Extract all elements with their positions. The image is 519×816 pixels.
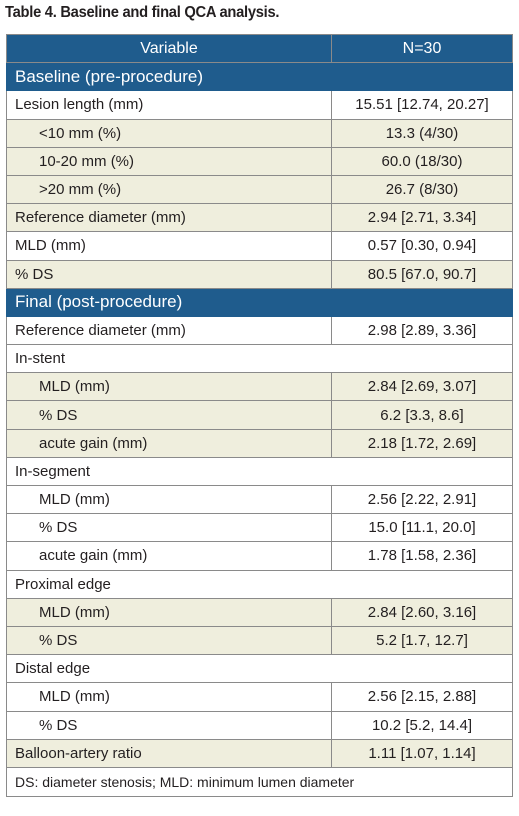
row-value: 2.56 [2.15, 2.88] — [331, 682, 513, 712]
group-label: Distal edge — [6, 654, 513, 684]
group-label: In-stent — [6, 344, 513, 374]
table-row: Reference diameter (mm) 2.98 [2.89, 3.36… — [6, 315, 513, 346]
row-value: 2.84 [2.69, 3.07] — [331, 372, 513, 402]
row-value: 6.2 [3.3, 8.6] — [331, 400, 513, 430]
row-label: % DS — [6, 513, 332, 543]
table-row: acute gain (mm) 1.78 [1.58, 2.36] — [6, 541, 513, 571]
table-row: acute gain (mm) 2.18 [1.72, 2.69] — [6, 428, 513, 458]
row-value: 60.0 (18/30) — [331, 146, 513, 176]
row-label: MLD (mm) — [6, 682, 332, 712]
table-row: % DS 15.0 [11.1, 20.0] — [6, 513, 513, 543]
row-label: MLD (mm) — [6, 231, 332, 261]
table-row: Reference diameter (mm) 2.94 [2.71, 3.34… — [6, 203, 513, 233]
header-variable: Variable — [6, 33, 332, 64]
row-label: <10 mm (%) — [6, 118, 332, 148]
row-value: 10.2 [5.2, 14.4] — [331, 710, 513, 740]
row-value: 2.56 [2.22, 2.91] — [331, 484, 513, 515]
row-label: MLD (mm) — [6, 597, 332, 627]
row-label: Balloon-artery ratio — [6, 738, 332, 768]
row-value: 1.78 [1.58, 2.36] — [331, 541, 513, 571]
table-row: Lesion length (mm) 15.51 [12.74, 20.27] — [6, 90, 513, 120]
row-value: 2.94 [2.71, 3.34] — [331, 203, 513, 233]
table-row: MLD (mm) 2.56 [2.22, 2.91] — [6, 484, 513, 515]
group-row-proximal-edge: Proximal edge — [6, 569, 513, 599]
table-row: % DS 6.2 [3.3, 8.6] — [6, 400, 513, 430]
table-row: % DS 5.2 [1.7, 12.7] — [6, 625, 513, 656]
row-label: % DS — [6, 400, 332, 430]
row-value: 2.18 [1.72, 2.69] — [331, 428, 513, 458]
row-value: 80.5 [67.0, 90.7] — [331, 259, 513, 289]
row-value: 15.0 [11.1, 20.0] — [331, 513, 513, 543]
row-value: 1.11 [1.07, 1.14] — [331, 738, 513, 768]
row-label: acute gain (mm) — [6, 541, 332, 571]
row-label: % DS — [6, 625, 332, 656]
header-row: Variable N=30 — [6, 33, 513, 64]
row-value: 0.57 [0.30, 0.94] — [331, 231, 513, 261]
table-row: MLD (mm) 2.56 [2.15, 2.88] — [6, 682, 513, 712]
row-label: MLD (mm) — [6, 484, 332, 515]
row-value: 15.51 [12.74, 20.27] — [331, 90, 513, 120]
row-label: Lesion length (mm) — [6, 90, 332, 120]
group-label: Proximal edge — [6, 569, 513, 599]
row-label: >20 mm (%) — [6, 174, 332, 205]
footnote: DS: diameter stenosis; MLD: minimum lume… — [6, 766, 513, 797]
group-row-in-stent: In-stent — [6, 344, 513, 374]
table-row: MLD (mm) 2.84 [2.60, 3.16] — [6, 597, 513, 627]
table-row: MLD (mm) 2.84 [2.69, 3.07] — [6, 372, 513, 402]
section-final-label: Final (post-procedure) — [6, 287, 513, 317]
row-label: % DS — [6, 710, 332, 740]
group-label: In-segment — [6, 456, 513, 487]
row-label: acute gain (mm) — [6, 428, 332, 458]
row-value: 13.3 (4/30) — [331, 118, 513, 148]
table-row: Balloon-artery ratio 1.11 [1.07, 1.14] — [6, 738, 513, 768]
row-value: 26.7 (8/30) — [331, 174, 513, 205]
row-value: 2.98 [2.89, 3.36] — [331, 315, 513, 346]
table-row: >20 mm (%) 26.7 (8/30) — [6, 174, 513, 205]
table-row: % DS 10.2 [5.2, 14.4] — [6, 710, 513, 740]
row-value: 2.84 [2.60, 3.16] — [331, 597, 513, 627]
table-row: 10-20 mm (%) 60.0 (18/30) — [6, 146, 513, 176]
footnote-row: DS: diameter stenosis; MLD: minimum lume… — [6, 766, 513, 797]
table-row: % DS 80.5 [67.0, 90.7] — [6, 259, 513, 289]
section-baseline: Baseline (pre-procedure) — [6, 62, 513, 92]
group-row-in-segment: In-segment — [6, 456, 513, 487]
header-n: N=30 — [331, 33, 513, 64]
group-row-distal-edge: Distal edge — [6, 654, 513, 684]
row-value: 5.2 [1.7, 12.7] — [331, 625, 513, 656]
table-row: MLD (mm) 0.57 [0.30, 0.94] — [6, 231, 513, 261]
table-title: Table 4. Baseline and final QCA analysis… — [5, 4, 280, 21]
row-label: % DS — [6, 259, 332, 289]
row-label: MLD (mm) — [6, 372, 332, 402]
section-final: Final (post-procedure) — [6, 287, 513, 317]
section-baseline-label: Baseline (pre-procedure) — [6, 62, 513, 92]
row-label: Reference diameter (mm) — [6, 315, 332, 346]
qca-table: Variable N=30 Baseline (pre-procedure) L… — [6, 33, 513, 797]
row-label: Reference diameter (mm) — [6, 203, 332, 233]
table-row: <10 mm (%) 13.3 (4/30) — [6, 118, 513, 148]
row-label: 10-20 mm (%) — [6, 146, 332, 176]
